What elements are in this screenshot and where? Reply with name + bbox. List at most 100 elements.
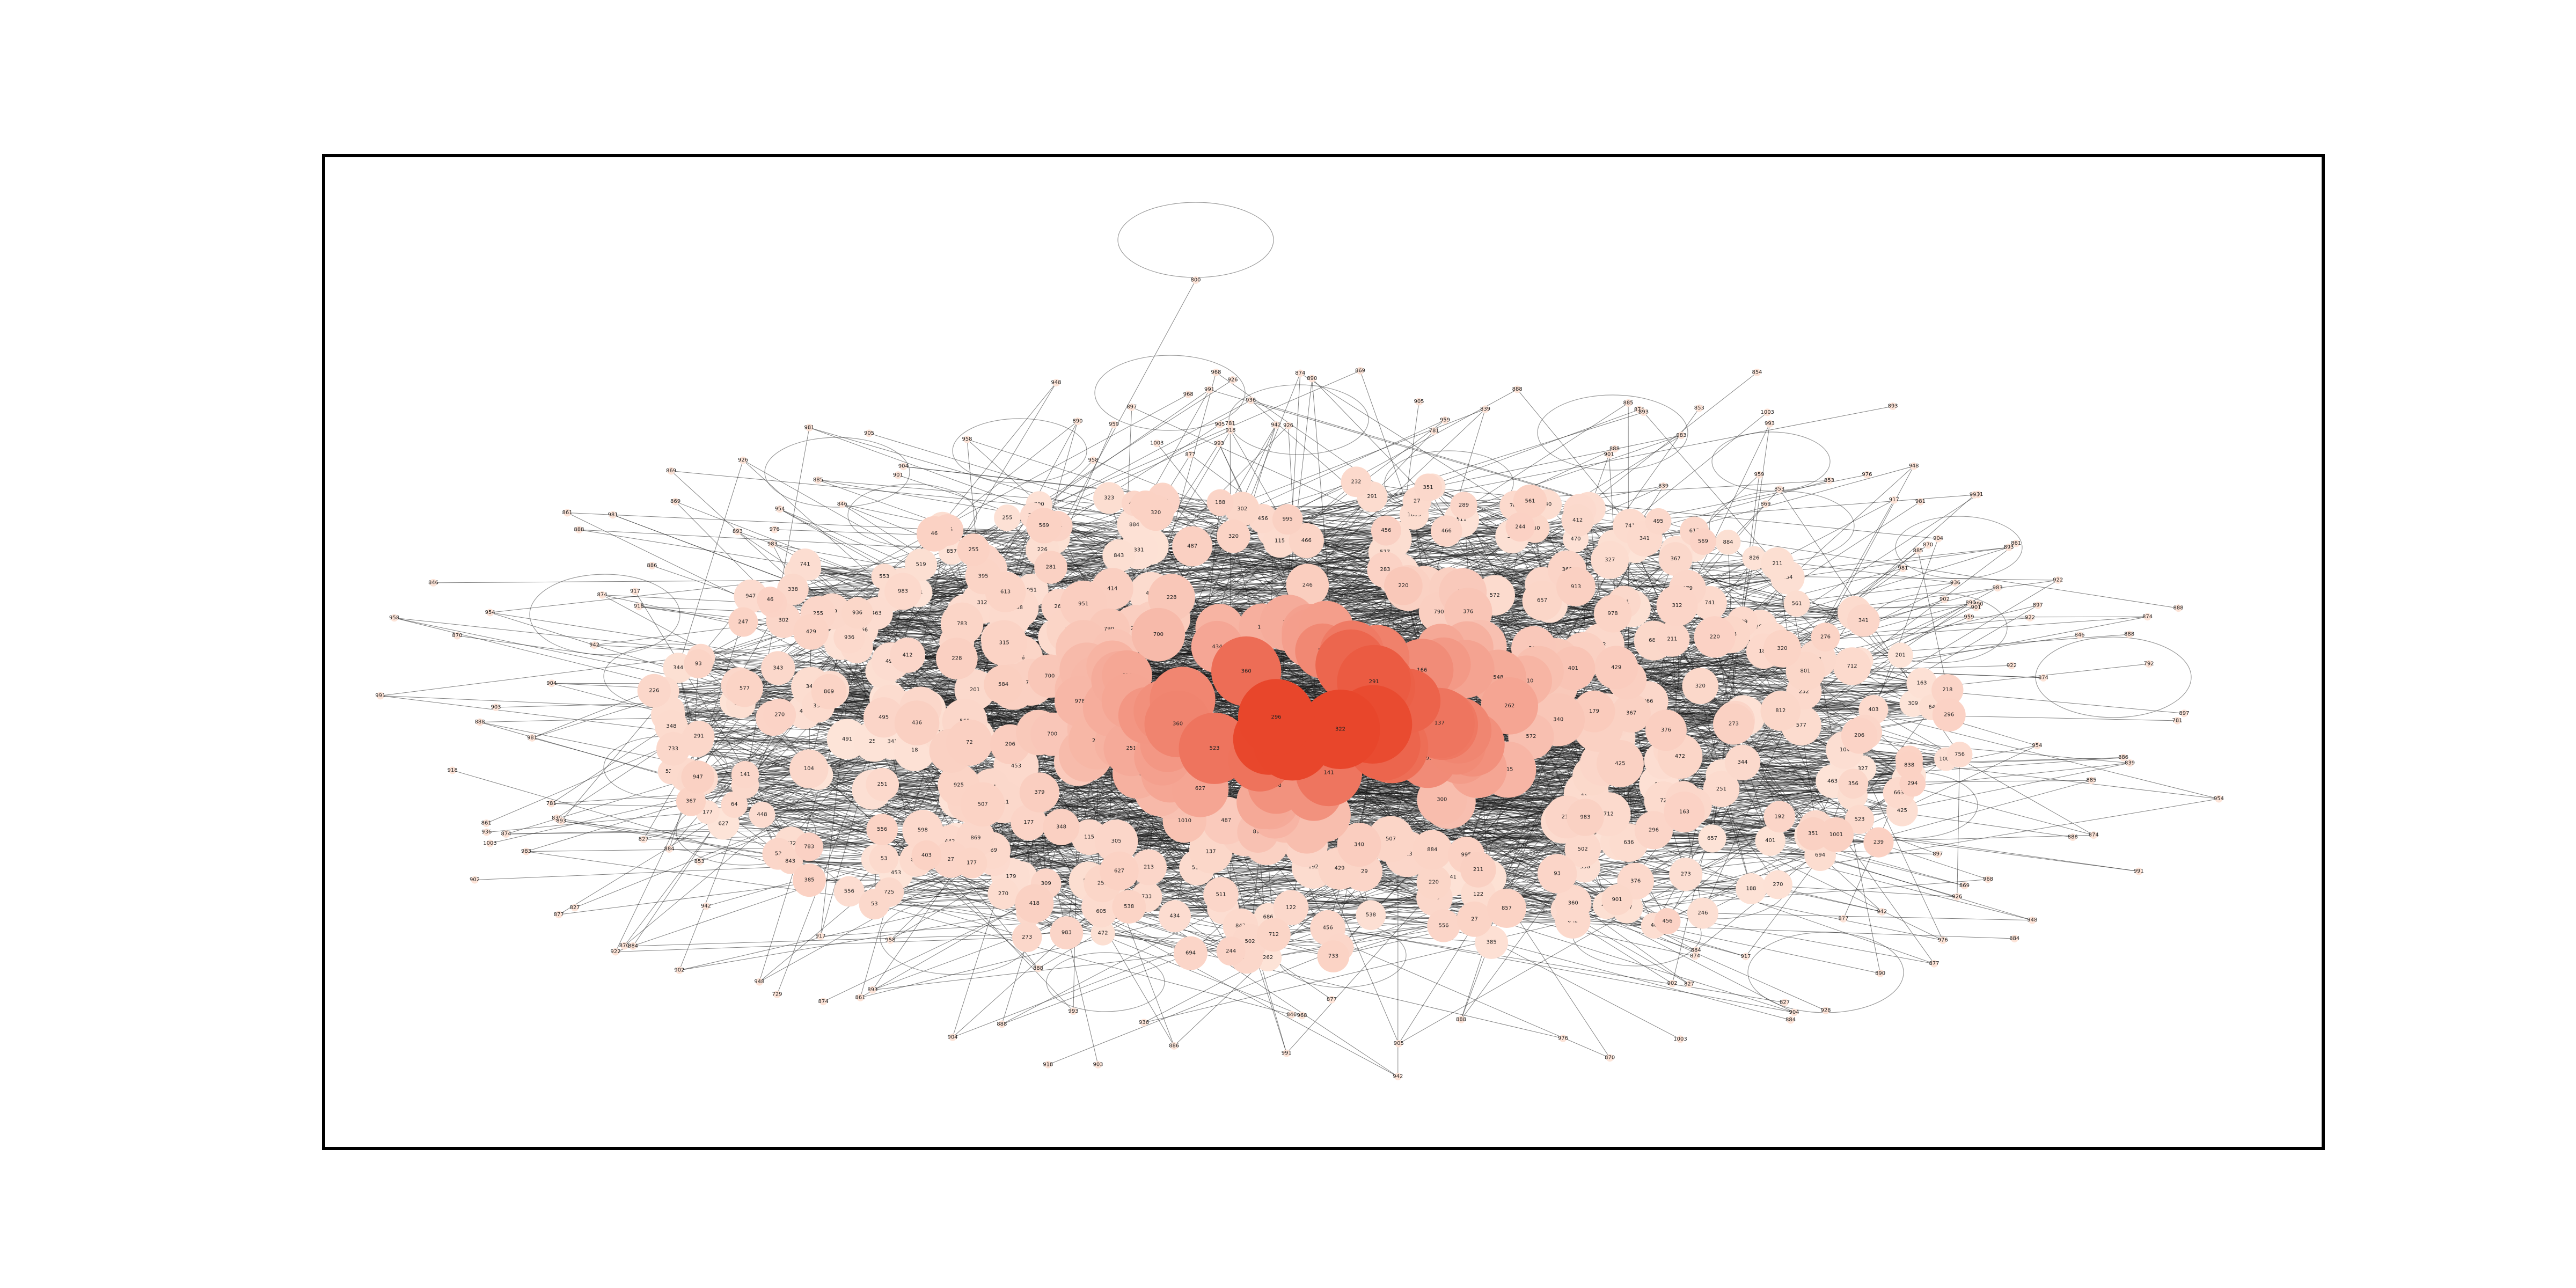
edge — [678, 460, 744, 668]
node-label: 472 — [786, 841, 796, 847]
graph-node: 561 — [1783, 590, 1810, 617]
node-label: 613 — [1000, 589, 1011, 595]
node-label: 344 — [1737, 759, 1747, 765]
graph-node: 367 — [676, 786, 706, 816]
peripheral-node-label: 993 — [1214, 441, 1224, 447]
graph-node: 783 — [940, 602, 984, 646]
node-label: 502 — [1578, 846, 1588, 852]
self-loop — [847, 484, 977, 547]
node-label: 294 — [1907, 781, 1918, 787]
peripheral-node: 968 — [1983, 875, 1993, 883]
node-label: 218 — [1942, 687, 1952, 693]
peripheral-node-label: 936 — [1139, 1020, 1149, 1026]
peripheral-node-circle — [555, 911, 563, 919]
node-label: 93 — [1554, 871, 1561, 877]
peripheral-node-label: 905 — [864, 430, 874, 436]
graph-node: 869 — [811, 674, 847, 709]
node-label: 341 — [1640, 536, 1650, 541]
peripheral-node: 983 — [521, 847, 531, 855]
node-label: 137 — [1435, 720, 1445, 726]
peripheral-node-label: 853 — [1824, 478, 1834, 484]
node-label: 291 — [1369, 679, 1379, 685]
peripheral-node: 884 — [2009, 935, 2019, 942]
peripheral-node-label: 893 — [733, 529, 743, 535]
graph-node: 502 — [1564, 831, 1601, 868]
graph-node: 857 — [1487, 888, 1527, 928]
node-circle — [794, 832, 824, 861]
peripheral-node-circle — [376, 692, 384, 700]
peripheral-node-label: 918 — [1225, 427, 1235, 433]
node-label: 341 — [1858, 618, 1869, 624]
peripheral-node: 904 — [898, 463, 909, 471]
node-label: 741 — [800, 561, 810, 567]
peripheral-node-label: 922 — [2007, 663, 2017, 669]
peripheral-node: 958 — [1088, 456, 1099, 464]
node-label: 403 — [921, 852, 932, 858]
node-label: 320 — [1228, 533, 1239, 539]
peripheral-node: 959 — [1109, 420, 1119, 428]
node-label: 790 — [1104, 626, 1114, 632]
peripheral-node: 922 — [2025, 614, 2035, 622]
node-label: 122 — [1286, 905, 1296, 911]
peripheral-node-circle — [486, 839, 494, 847]
node-circle — [728, 607, 758, 637]
peripheral-node: 870 — [619, 942, 630, 950]
node-circle — [1811, 623, 1840, 652]
peripheral-node-label: 917 — [1889, 497, 1899, 503]
edge — [490, 564, 921, 613]
node-label: 270 — [1773, 882, 1783, 888]
peripheral-node-label: 888 — [1456, 1016, 1466, 1022]
peripheral-node-circle — [671, 497, 679, 506]
node-label: 72 — [1660, 797, 1667, 803]
peripheral-node-label: 942 — [1271, 422, 1281, 428]
edge — [750, 531, 1447, 597]
node-label: 951 — [1078, 601, 1088, 607]
peripheral-node: 1003 — [1673, 1035, 1687, 1043]
peripheral-node-circle — [1863, 471, 1871, 479]
node-label: 453 — [891, 870, 901, 876]
node-label: 947 — [745, 594, 756, 599]
node-label: 429 — [1334, 866, 1344, 872]
node-label: 251 — [877, 781, 888, 787]
peripheral-node-label: 870 — [1923, 542, 1933, 548]
node-label: 453 — [1011, 763, 1021, 769]
node-circle — [811, 674, 847, 709]
node-label: 201 — [1896, 652, 1906, 658]
graph-node: 343 — [761, 651, 795, 685]
node-label: 192 — [1308, 864, 1319, 870]
node-label: 46 — [1651, 923, 1658, 928]
node-label: 320 — [1777, 646, 1787, 652]
peripheral-node-label: 983 — [1993, 585, 2003, 591]
node-circle — [1932, 698, 1966, 732]
node-label: 251 — [869, 738, 879, 744]
node-circle — [1833, 647, 1871, 685]
peripheral-node: 904 — [1789, 1008, 1799, 1016]
peripheral-node-label: 901 — [1604, 451, 1614, 457]
node-label: 115 — [1084, 834, 1094, 840]
peripheral-node: 846 — [428, 579, 438, 587]
node-circle — [1094, 819, 1138, 863]
node-label: 523 — [1209, 745, 1219, 751]
graph-node: 429 — [1594, 646, 1638, 690]
node-label: 188 — [1215, 500, 1225, 506]
graph-node: 211 — [1655, 621, 1690, 657]
peripheral-node: 853 — [1774, 485, 1784, 493]
graph-node: 192 — [1763, 801, 1796, 833]
node-label: 694 — [1185, 950, 1196, 956]
node-label: 951 — [1027, 588, 1037, 594]
node-label: 206 — [1854, 733, 1864, 738]
peripheral-node: 926 — [1283, 422, 1293, 429]
node-circle — [1131, 849, 1167, 885]
node-label: 150 — [1530, 525, 1540, 531]
node-label: 53 — [871, 901, 878, 907]
peripheral-node: 869 — [1959, 882, 1970, 890]
graph-node: 188 — [1736, 873, 1767, 904]
peripheral-node-circle — [590, 641, 598, 649]
peripheral-node-label: 968 — [1983, 876, 1993, 882]
peripheral-node-label: 897 — [2179, 711, 2189, 716]
node-label: 901 — [1612, 897, 1622, 903]
node-label: 232 — [1799, 689, 1809, 695]
graph-node: 322 — [1300, 690, 1380, 769]
graph-node: 93 — [684, 649, 713, 678]
node-circle — [637, 674, 671, 708]
